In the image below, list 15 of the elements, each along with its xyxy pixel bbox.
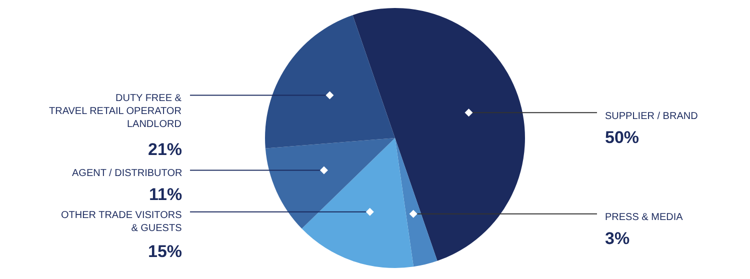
pie-slice [302, 138, 414, 268]
pie-slice [352, 8, 525, 261]
data-label: 50% [605, 128, 640, 147]
pie-slice [395, 138, 438, 267]
data-label: 15% [148, 242, 182, 261]
pie-slice [265, 138, 395, 229]
slice-label: OTHER TRADE VISITORS & GUESTS [61, 210, 182, 234]
data-label: 3% [605, 229, 630, 248]
slice-label: DUTY FREE & TRAVEL RETAIL OPERATOR LANDLORD [49, 93, 182, 130]
slice-label: SUPPLIER / BRAND [605, 111, 698, 122]
slice-label: PRESS & MEDIA [605, 212, 684, 223]
data-label: 11% [149, 185, 182, 204]
slice-label: AGENT / DISTRIBUTOR [72, 168, 182, 179]
data-label: 21% [148, 140, 182, 159]
pie-slice [265, 15, 395, 148]
